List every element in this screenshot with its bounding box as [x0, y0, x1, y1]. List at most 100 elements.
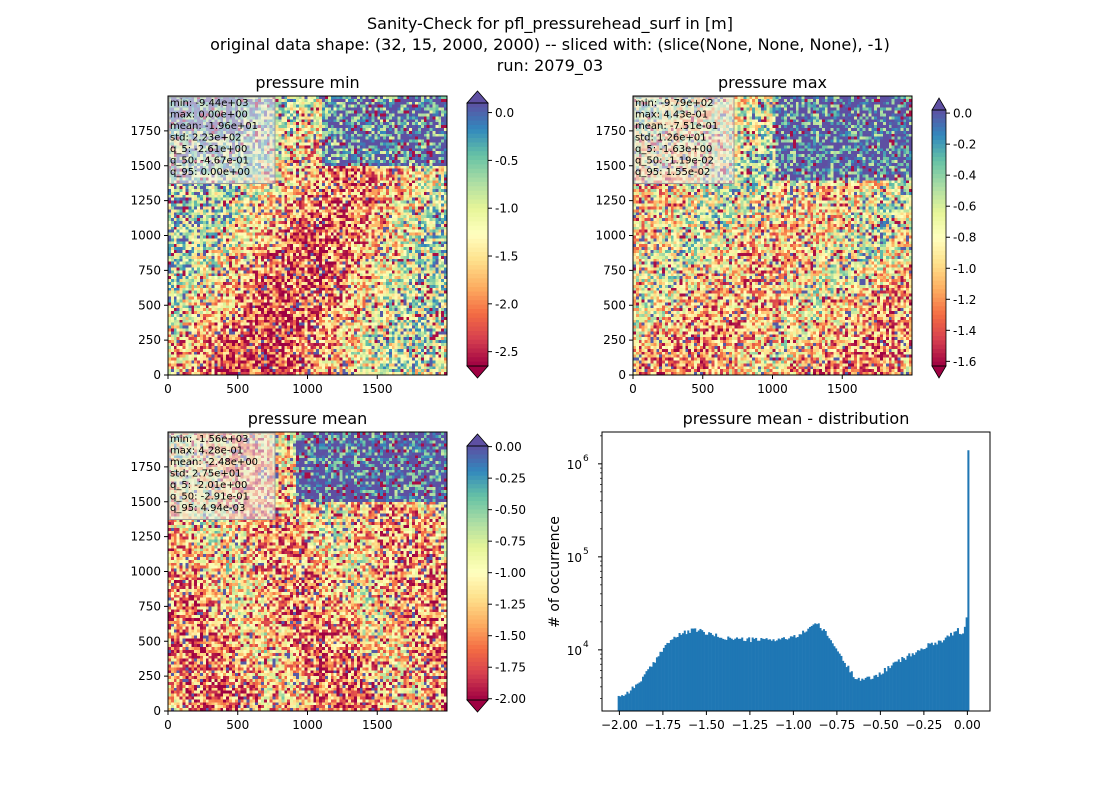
- histogram-bar: [624, 694, 627, 711]
- figure-title-line-3: run: 2079_03: [496, 56, 604, 75]
- histogram-bar: [958, 633, 961, 711]
- colorbar-tick-label: -0.25: [495, 472, 526, 486]
- histogram-bar: [873, 675, 876, 711]
- colorbar-segment: [932, 110, 946, 115]
- colorbar-segment: [932, 174, 946, 179]
- histogram-bar: [963, 626, 966, 711]
- histogram-bar: [734, 638, 737, 711]
- colorbar-segment: [467, 539, 488, 544]
- histogram-bar: [800, 634, 803, 711]
- histogram-bar: [735, 637, 739, 711]
- histogram-bar: [782, 637, 785, 711]
- colorbar-segment: [467, 568, 488, 574]
- colorbar-segment: [467, 208, 488, 214]
- histogram-bar: [661, 651, 664, 711]
- histogram-bar: [894, 661, 897, 711]
- histogram-bar: [869, 679, 872, 711]
- y-tick-label: 1000: [130, 565, 161, 579]
- colorbar-segment: [932, 233, 946, 239]
- colorbar-tick-label: -1.75: [495, 661, 526, 675]
- colorbar-segment: [467, 120, 488, 126]
- x-tick-label: 1000: [292, 718, 323, 732]
- histogram-bar: [727, 636, 730, 711]
- histogram-bar: [702, 631, 705, 711]
- histogram-bar: [739, 638, 742, 711]
- colorbar-segment: [467, 691, 488, 697]
- y-tick-label: 1500: [130, 495, 161, 509]
- histogram-bar: [962, 633, 965, 711]
- colorbar-segment: [467, 124, 488, 130]
- histogram-bar: [775, 640, 779, 711]
- colorbar-segment: [467, 230, 488, 236]
- histogram-bar: [944, 637, 947, 711]
- y-tick-label: 750: [138, 599, 161, 613]
- colorbar-segment: [467, 462, 488, 468]
- x-tick-label: −1.75: [645, 718, 682, 732]
- histogram-bar: [916, 650, 919, 711]
- x-tick-label: 500: [226, 382, 249, 396]
- histogram-bar: [779, 639, 782, 711]
- x-tick-label: 1500: [362, 718, 393, 732]
- stats-line: min: -9.79e+02: [635, 98, 714, 109]
- histogram-bar: [631, 686, 634, 711]
- histogram: −2.00 −1.75 −1.50 −1.25 −1.00 −0.75 −0.50 −0.25…: [567, 431, 991, 732]
- histogram-bar: [896, 661, 899, 711]
- histogram-bar: [897, 659, 900, 711]
- colorbar-segment: [932, 250, 946, 256]
- histogram-bar: [899, 662, 902, 711]
- colorbar-segment: [932, 336, 946, 341]
- colorbar-segment: [467, 181, 488, 187]
- histogram-bar: [695, 631, 698, 711]
- histogram-bar: [788, 638, 791, 711]
- histogram-bar: [640, 681, 643, 711]
- colorbar-segment: [932, 199, 946, 205]
- colorbar-segment: [467, 628, 488, 633]
- histogram-bar: [909, 656, 913, 711]
- histogram-bar: [655, 657, 658, 711]
- histogram-bar: [965, 617, 968, 711]
- colorbar-segment: [932, 131, 946, 137]
- colorbar-segment: [467, 577, 488, 583]
- colorbar-segment: [467, 458, 488, 464]
- x-tick-label: 1000: [757, 382, 788, 396]
- colorbar-segment: [932, 156, 946, 162]
- colorbar-segment: [932, 238, 946, 243]
- panel-title: pressure mean - distribution: [683, 409, 910, 428]
- colorbar-segment: [467, 225, 488, 231]
- histogram-bar: [826, 635, 829, 711]
- colorbar-segment: [467, 357, 488, 363]
- histogram-bar: [904, 659, 907, 711]
- histogram-bar: [741, 637, 744, 711]
- histogram-bar: [682, 633, 685, 711]
- histogram-bar: [817, 623, 820, 711]
- histogram-bar: [643, 674, 646, 711]
- colorbar: 0.00 -0.25 -0.50 -0.75 -1.00 -1.25 -1.50 -1.75 -…: [466, 433, 526, 713]
- histogram-bar: [937, 640, 940, 711]
- histogram-bar: [650, 666, 653, 711]
- colorbar-segment: [467, 695, 488, 701]
- stats-line: q_95: 1.55e-02: [635, 167, 710, 178]
- histogram-bar: [716, 636, 719, 711]
- colorbar-segment: [467, 615, 488, 621]
- y-tick-exponent: 4: [583, 640, 589, 650]
- histogram-bar: [903, 658, 906, 711]
- colorbar-tick-label: -0.6: [953, 200, 976, 214]
- colorbar-segment: [467, 446, 488, 451]
- colorbar-segment: [467, 640, 488, 646]
- colorbar-tick-label: -2.5: [495, 345, 518, 359]
- colorbar-segment: [467, 322, 488, 328]
- colorbar-segment: [467, 195, 488, 201]
- colorbar-tick-label: -1.50: [495, 629, 526, 643]
- histogram-bar: [659, 651, 662, 711]
- colorbar-segment: [467, 116, 488, 122]
- colorbar-segment: [467, 564, 488, 570]
- histogram-bar: [833, 646, 836, 711]
- colorbar-segment: [932, 259, 946, 265]
- colorbar-segment: [467, 602, 488, 608]
- colorbar-segment: [467, 265, 488, 271]
- histogram-bar: [666, 642, 669, 711]
- histogram-bar: [692, 628, 695, 711]
